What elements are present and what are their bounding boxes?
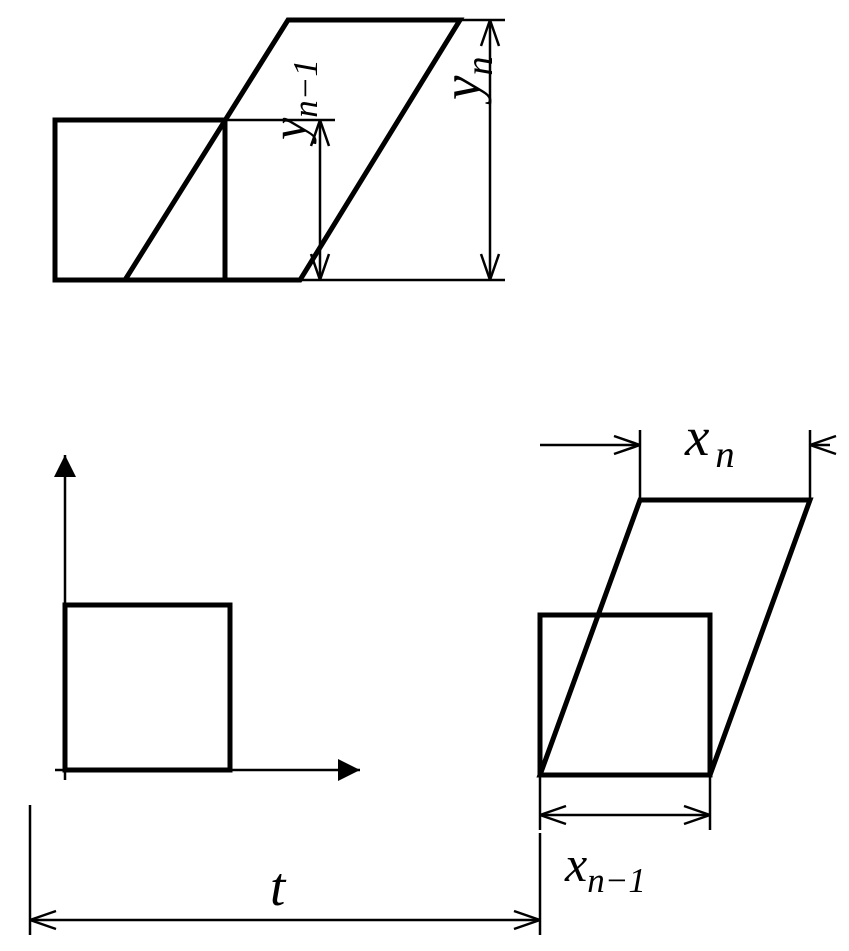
bottom-left-group: [54, 455, 360, 781]
dim-xn1: [540, 775, 710, 830]
label-yn1: yn−1: [260, 59, 326, 140]
dim-yn1: [225, 120, 335, 280]
label-yn-var: y: [431, 76, 492, 100]
label-xn-sub: n: [715, 434, 734, 476]
label-t-var: t: [270, 856, 285, 917]
label-t: t: [270, 855, 285, 918]
label-yn-sub: n: [459, 56, 501, 75]
label-xn: xn: [685, 405, 735, 477]
label-xn-var: x: [685, 406, 709, 467]
y-axis-arrow-icon: [54, 455, 76, 477]
label-xn1-var: x: [565, 836, 587, 892]
br-square: [540, 615, 710, 775]
bottom-right-group: [540, 430, 836, 830]
bl-square: [65, 605, 230, 770]
x-axis-arrow-icon: [338, 759, 360, 781]
label-yn1-sub: n−1: [286, 59, 325, 118]
label-yn: yn: [430, 56, 502, 100]
label-xn1-sub: n−1: [587, 861, 646, 900]
label-yn1-var: y: [261, 118, 317, 140]
br-parallelogram: [540, 500, 810, 775]
label-xn1: xn−1: [565, 835, 646, 901]
